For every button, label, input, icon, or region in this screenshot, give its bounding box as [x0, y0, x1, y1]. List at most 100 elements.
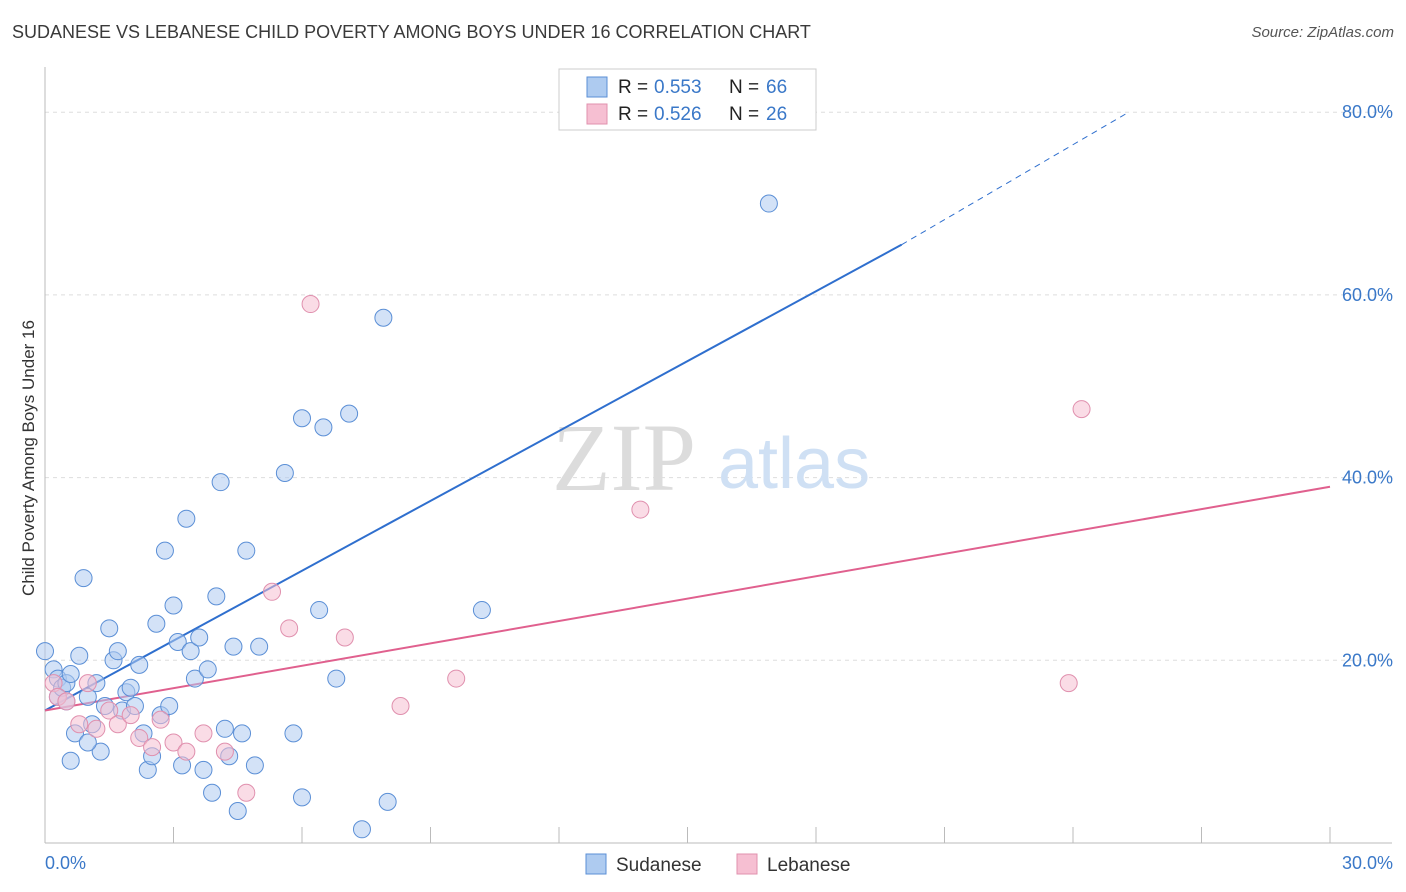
lebanese-point — [631, 500, 650, 519]
sudanese-point — [237, 541, 256, 560]
lebanese-point — [301, 295, 320, 314]
legend-n-value: 66 — [766, 77, 787, 98]
lebanese-point — [78, 674, 97, 693]
bottom-legend: Sudanese Lebanese — [585, 853, 850, 876]
trend-line-lebanese — [44, 485, 1331, 712]
axes — [44, 67, 1392, 844]
sudanese-point — [203, 783, 222, 802]
sudanese-point — [284, 724, 303, 743]
y-tick-label: 60.0% — [1342, 285, 1393, 305]
lebanese-point — [57, 692, 76, 711]
sudanese-point — [228, 802, 247, 821]
sudanese-point — [233, 724, 252, 743]
sudanese-point — [275, 464, 294, 483]
legend-r-label: R = — [618, 77, 648, 98]
legend-n-label: N = — [729, 104, 759, 125]
lebanese-point — [130, 728, 149, 747]
sudanese-point — [61, 665, 80, 684]
lebanese-point — [215, 742, 234, 761]
sudanese-point — [310, 601, 329, 620]
lebanese-point — [447, 669, 466, 688]
lebanese-point — [151, 710, 170, 729]
sudanese-point — [198, 660, 217, 679]
y-tick-label: 40.0% — [1342, 468, 1393, 488]
sudanese-point — [168, 633, 187, 652]
lebanese-point — [335, 628, 354, 647]
sudanese-point — [340, 404, 359, 423]
sudanese-point — [74, 569, 93, 588]
sudanese-point — [352, 820, 371, 839]
sudanese-point — [130, 655, 149, 674]
sudanese-point — [190, 628, 209, 647]
sudanese-point — [293, 409, 311, 428]
lebanese-point — [164, 733, 183, 752]
y-axis-label: Child Poverty Among Boys Under 16 — [19, 320, 38, 596]
watermark-zip: ZIP — [552, 404, 696, 511]
sudanese-point — [293, 788, 311, 807]
sudanese-point — [759, 194, 778, 213]
sudanese-point — [185, 669, 204, 688]
sudanese-point — [194, 760, 213, 779]
lebanese-point — [194, 724, 213, 743]
bottom-legend-swatch-sudanese — [585, 853, 607, 875]
sudanese-point — [164, 596, 183, 615]
lebanese-point — [100, 701, 119, 720]
legend-swatch-lebanese — [586, 103, 608, 125]
sudanese-point — [472, 601, 491, 620]
sudanese-point — [374, 308, 393, 327]
y-tick-label: 20.0% — [1342, 650, 1393, 670]
bottom-legend-label-lebanese: Lebanese — [767, 855, 850, 876]
x-tick-label: 0.0% — [45, 853, 86, 873]
sudanese-point — [177, 509, 196, 528]
sudanese-point — [224, 637, 243, 656]
lebanese-point — [237, 783, 256, 802]
chart-title: SUDANESE VS LEBANESE CHILD POVERTY AMONG… — [12, 22, 811, 42]
bottom-legend-label-sudanese: Sudanese — [616, 855, 702, 876]
sudanese-point — [245, 756, 264, 775]
sudanese-point — [78, 733, 97, 752]
sudanese-point — [61, 751, 80, 770]
trend-lines — [44, 111, 1331, 712]
sudanese-point — [100, 619, 119, 638]
sudanese-point — [121, 678, 140, 697]
sudanese-point — [36, 642, 54, 661]
sudanese-point — [108, 642, 127, 661]
lebanese-point — [1072, 400, 1091, 419]
y-tick-labels: 20.0% 40.0% 60.0% 80.0% — [1342, 102, 1393, 670]
sudanese-point — [160, 696, 179, 715]
trend-line-sudanese — [44, 243, 903, 712]
lebanese-point — [177, 742, 196, 761]
lebanese-point — [1059, 674, 1078, 693]
lebanese-point — [280, 619, 299, 638]
lebanese-point — [121, 706, 140, 725]
data-points — [36, 194, 1091, 839]
sudanese-point — [378, 792, 397, 811]
lebanese-point — [70, 715, 89, 734]
sudanese-point — [70, 646, 89, 665]
bottom-legend-swatch-lebanese — [736, 853, 758, 875]
watermark: ZIP atlas — [552, 404, 870, 511]
sudanese-point — [314, 418, 333, 437]
lebanese-point — [143, 738, 162, 757]
y-tick-label: 80.0% — [1342, 102, 1393, 122]
sudanese-point — [250, 637, 269, 656]
lebanese-point — [263, 582, 282, 601]
top-legend: R = 0.553 N = 66 R = 0.526 N = 26 — [558, 68, 817, 131]
legend-r-value: 0.526 — [654, 104, 702, 125]
x-tick-label: 30.0% — [1342, 853, 1393, 873]
lebanese-point — [391, 696, 410, 715]
sudanese-point — [211, 473, 230, 492]
watermark-atlas: atlas — [718, 424, 870, 504]
x-tick-labels: 0.0% 30.0% — [45, 853, 1393, 873]
legend-n-label: N = — [729, 77, 759, 98]
legend-n-value: 26 — [766, 104, 787, 125]
sudanese-point — [147, 614, 166, 633]
sudanese-point — [327, 669, 346, 688]
grid-lines — [45, 111, 1392, 661]
trend-line-sudanese-extension — [901, 111, 1129, 246]
legend-swatch-sudanese — [586, 76, 608, 98]
lebanese-point — [108, 715, 127, 734]
lebanese-point — [87, 719, 106, 738]
sudanese-point — [181, 642, 200, 661]
